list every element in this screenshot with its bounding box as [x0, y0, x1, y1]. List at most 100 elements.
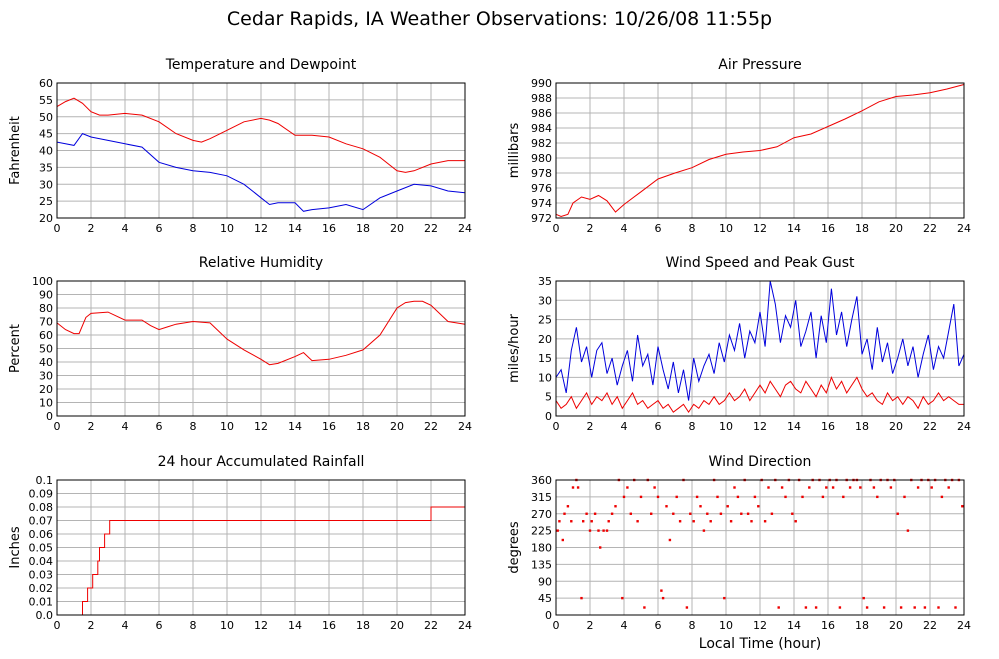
wind-direction-point: [602, 529, 605, 532]
relative-humidity-y-tick-label: 0: [46, 410, 53, 423]
temperature-dewpoint-y-tick-label: 60: [39, 77, 53, 90]
wind-speed-gust-y-tick-label: 5: [545, 391, 552, 404]
wind-direction-x-tick-label: 10: [719, 619, 733, 632]
wind-direction-point: [740, 512, 743, 515]
air-pressure-plot-frame: [555, 82, 965, 219]
wind-direction-point: [763, 520, 767, 523]
wind-direction-point: [961, 505, 964, 508]
temperature-dewpoint-y-tick-label: 50: [39, 111, 53, 124]
wind-direction-point: [689, 512, 692, 515]
wind-direction-point: [903, 495, 906, 499]
temperature-dewpoint-x-tick-label: 20: [390, 222, 404, 235]
wind-direction-point: [821, 495, 825, 499]
wind-direction-point: [582, 520, 585, 523]
wind-direction-point: [643, 606, 646, 609]
wind-direction-point: [801, 495, 804, 499]
accumulated-rainfall-y-tick-label: 0.09: [29, 488, 54, 501]
accumulated-rainfall-x-tick-label: 18: [356, 619, 370, 632]
wind-direction-x-tick-label: 0: [553, 619, 560, 632]
accumulated-rainfall-y-tick-label: 0.1: [36, 474, 54, 487]
wind-direction-point: [607, 520, 610, 523]
wind-direction-point: [862, 596, 865, 600]
wind-speed-gust-y-tick-label: 20: [538, 333, 552, 346]
temperature-dewpoint-y-tick-label: 55: [39, 94, 53, 107]
wind-speed-gust-y-tick-label: 25: [538, 314, 552, 327]
accumulated-rainfall-y-tick-label: 0.05: [29, 542, 54, 555]
wind-direction-point: [590, 520, 593, 523]
wind-direction-point: [706, 512, 709, 515]
wind-direction-point: [872, 486, 876, 489]
air-pressure-y-axis-label: millibars: [507, 123, 522, 179]
wind-direction-point: [660, 589, 663, 592]
temperature-dewpoint-x-tick-label: 22: [424, 222, 438, 235]
air-pressure-y-tick-label: 984: [531, 122, 552, 135]
temperature-dewpoint-series-line-1: [56, 97, 465, 173]
wind-speed-gust-title: Wind Speed and Peak Gust: [666, 255, 855, 271]
air-pressure-y-tick-label: 990: [531, 77, 552, 90]
wind-direction-point: [808, 486, 811, 489]
temperature-dewpoint-y-tick-label: 40: [39, 145, 53, 158]
wind-direction-point: [726, 505, 729, 508]
temperature-dewpoint-x-tick-label: 4: [122, 222, 129, 235]
wind-direction-point: [906, 529, 910, 532]
wind-speed-gust-x-tick-label: 24: [957, 420, 971, 433]
temperature-dewpoint-y-tick-label: 25: [39, 195, 53, 208]
wind-direction-point: [791, 512, 794, 515]
wind-direction-x-tick-label: 4: [621, 619, 628, 632]
wind-direction-title: Wind Direction: [709, 454, 812, 470]
temperature-dewpoint-y-tick-label: 35: [39, 161, 53, 174]
wind-direction-point: [561, 538, 564, 542]
wind-direction-point: [736, 495, 740, 499]
air-pressure-y-tick-label: 974: [531, 197, 552, 210]
accumulated-rainfall-x-tick-label: 16: [322, 619, 336, 632]
wind-direction-point: [622, 495, 626, 499]
air-pressure-x-tick-label: 24: [957, 222, 971, 235]
wind-direction-point: [770, 512, 774, 515]
wind-direction-point: [636, 520, 639, 523]
wind-direction-point: [597, 529, 600, 532]
wind-speed-gust-x-tick-label: 18: [855, 420, 869, 433]
wind-direction-x-tick-label: 8: [689, 619, 696, 632]
relative-humidity-series-line-1: [56, 300, 466, 366]
wind-direction-point: [626, 486, 629, 489]
accumulated-rainfall-series-line-1: [57, 506, 465, 616]
wind-direction-x-tick-label: 24: [957, 619, 971, 632]
wind-direction-point: [940, 495, 944, 499]
wind-speed-gust-y-tick-label: 10: [538, 371, 552, 384]
wind-direction-y-tick-label: 135: [531, 558, 552, 571]
relative-humidity-x-tick-label: 18: [356, 420, 370, 433]
wind-direction-point: [599, 546, 602, 549]
air-pressure-x-tick-label: 0: [553, 222, 560, 235]
wind-direction-point: [709, 520, 712, 523]
relative-humidity-y-tick-label: 90: [39, 289, 53, 302]
accumulated-rainfall-x-tick-label: 2: [88, 619, 95, 632]
accumulated-rainfall-y-tick-label: 0.04: [29, 555, 54, 568]
wind-direction-point: [702, 529, 706, 532]
relative-humidity-x-tick-label: 24: [458, 420, 472, 433]
relative-humidity-x-tick-label: 12: [254, 420, 268, 433]
wind-direction-point: [585, 512, 588, 515]
relative-humidity-x-tick-label: 4: [122, 420, 129, 433]
wind-direction-x-axis-label: Local Time (hour): [699, 636, 821, 652]
temperature-dewpoint-x-tick-label: 0: [54, 222, 61, 235]
temperature-dewpoint-y-tick-label: 20: [39, 212, 53, 225]
air-pressure-x-tick-label: 20: [889, 222, 903, 235]
temperature-dewpoint-y-axis-label: Fahrenheit: [8, 116, 23, 185]
relative-humidity-plot-frame: [56, 280, 466, 417]
temperature-dewpoint-x-tick-label: 18: [356, 222, 370, 235]
relative-humidity-y-tick-label: 40: [39, 356, 53, 369]
air-pressure-y-tick-label: 986: [531, 107, 552, 120]
temperature-dewpoint-x-tick-label: 16: [322, 222, 336, 235]
relative-humidity-y-tick-label: 10: [39, 397, 53, 410]
wind-direction-point: [757, 505, 760, 508]
temperature-dewpoint-y-tick-label: 30: [39, 178, 53, 191]
wind-direction-point: [848, 486, 852, 489]
temperature-dewpoint-x-tick-label: 10: [220, 222, 234, 235]
wind-direction-point: [930, 486, 933, 489]
wind-direction-point: [729, 520, 733, 523]
relative-humidity-y-tick-label: 100: [32, 275, 53, 288]
